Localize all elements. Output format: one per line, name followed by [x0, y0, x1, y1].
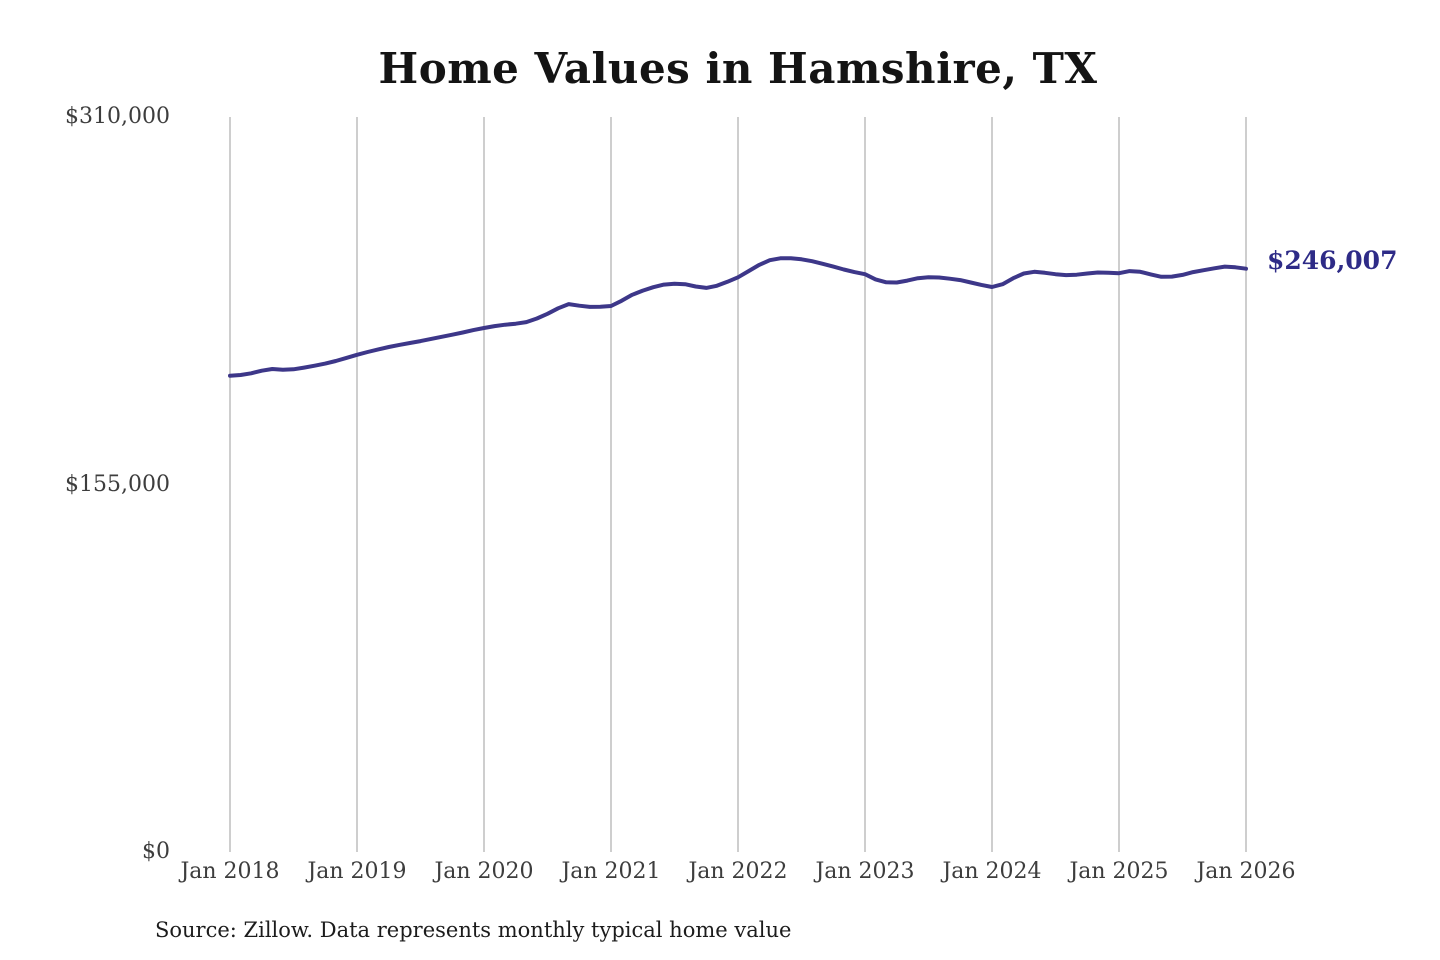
value-line [228, 256, 1248, 378]
x-tick-label: Jan 2025 [1069, 859, 1169, 884]
x-tick-label: Jan 2024 [942, 859, 1042, 884]
y-tick-label: $310,000 [65, 104, 170, 129]
source-note: Source: Zillow. Data represents monthly … [155, 918, 792, 942]
y-tick-label: $0 [142, 839, 170, 864]
x-tick-label: Jan 2019 [307, 859, 407, 884]
latest-value-label: $246,007 [1267, 245, 1398, 275]
x-tick-label: Jan 2026 [1196, 859, 1296, 884]
x-tick-label: Jan 2020 [434, 859, 534, 884]
x-tick-label: Jan 2021 [561, 859, 661, 884]
chart-title: Home Values in Hamshire, TX [378, 44, 1098, 93]
x-tick-label: Jan 2023 [815, 859, 915, 884]
x-tick-label: Jan 2022 [688, 859, 788, 884]
x-tick-label: Jan 2018 [180, 859, 280, 884]
y-tick-label: $155,000 [65, 471, 170, 497]
